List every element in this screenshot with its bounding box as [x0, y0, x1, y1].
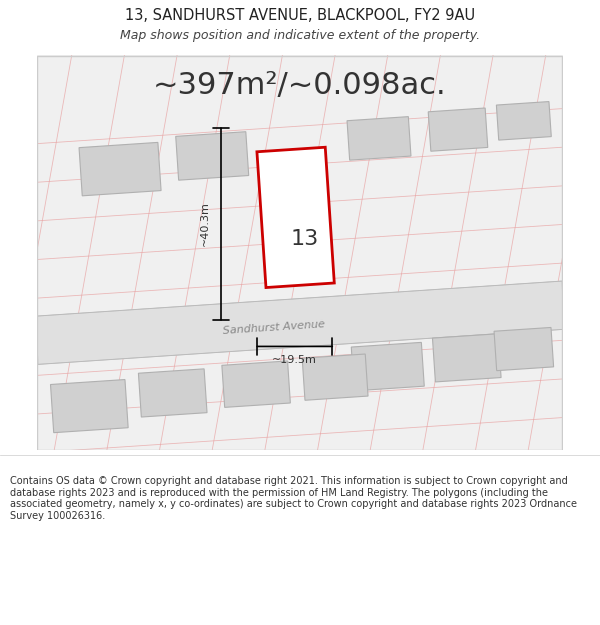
Polygon shape [428, 108, 488, 151]
Text: Sandhurst Avenue: Sandhurst Avenue [222, 319, 325, 336]
Polygon shape [50, 379, 128, 432]
Polygon shape [257, 148, 334, 288]
Text: 13, SANDHURST AVENUE, BLACKPOOL, FY2 9AU: 13, SANDHURST AVENUE, BLACKPOOL, FY2 9AU [125, 8, 475, 22]
Text: Map shows position and indicative extent of the property.: Map shows position and indicative extent… [120, 29, 480, 41]
Polygon shape [79, 142, 161, 196]
Text: ~40.3m: ~40.3m [200, 201, 210, 246]
Polygon shape [494, 328, 554, 371]
Polygon shape [496, 102, 551, 140]
Polygon shape [347, 117, 411, 160]
Text: ~397m²/~0.098ac.: ~397m²/~0.098ac. [153, 71, 447, 100]
Text: ~19.5m: ~19.5m [272, 356, 317, 366]
Text: 13: 13 [290, 229, 319, 249]
Polygon shape [302, 354, 368, 400]
Polygon shape [351, 342, 424, 391]
Polygon shape [222, 361, 290, 408]
Polygon shape [139, 369, 207, 417]
Polygon shape [433, 334, 501, 382]
Polygon shape [176, 132, 249, 180]
Polygon shape [257, 148, 334, 288]
Polygon shape [35, 281, 565, 364]
Text: Contains OS data © Crown copyright and database right 2021. This information is : Contains OS data © Crown copyright and d… [10, 476, 577, 521]
